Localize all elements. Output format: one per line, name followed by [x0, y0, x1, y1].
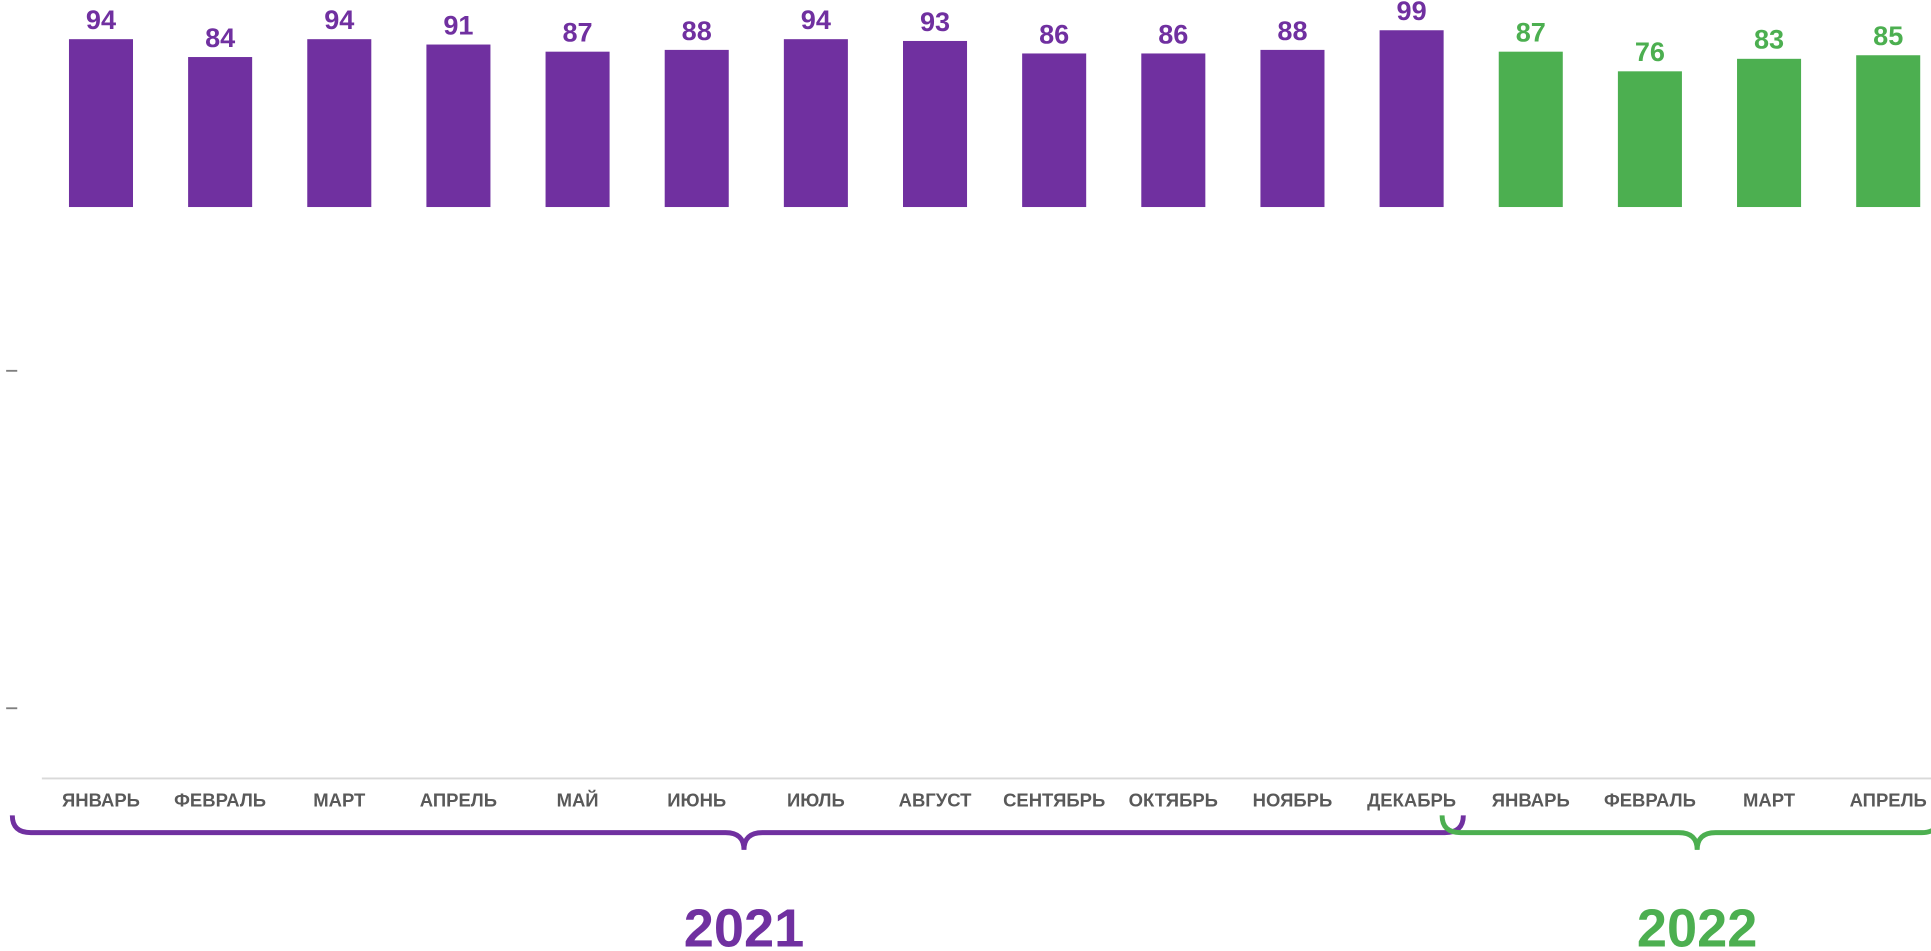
bar	[545, 51, 610, 208]
value-label: 88	[1277, 15, 1307, 46]
value-label: 84	[205, 22, 235, 53]
bar	[1022, 53, 1087, 208]
value-label: 94	[324, 4, 354, 35]
group-label: 2022	[1637, 899, 1758, 951]
value-label: 85	[1873, 20, 1903, 51]
bar	[664, 49, 729, 208]
bar	[1737, 58, 1802, 208]
value-label: 87	[563, 17, 593, 48]
bar	[783, 39, 848, 208]
value-label: 76	[1635, 36, 1665, 67]
bar	[1141, 53, 1206, 208]
x-tick-label: СЕНТЯБРЬ	[1003, 790, 1105, 811]
bar	[307, 39, 372, 208]
x-tick-label: ДЕКАБРЬ	[1367, 790, 1456, 811]
value-label: 94	[86, 4, 116, 35]
value-label: 93	[920, 6, 950, 37]
value-label: 91	[443, 9, 473, 40]
x-tick-label: МАЙ	[557, 790, 599, 811]
x-tick-label: ИЮНЬ	[667, 790, 726, 811]
bar	[1260, 49, 1325, 208]
x-tick-label: АПРЕЛЬ	[1850, 790, 1927, 811]
x-tick-label: ОКТЯБРЬ	[1129, 790, 1218, 811]
x-tick-label: ЯНВАРЬ	[1492, 790, 1570, 811]
bar	[68, 39, 134, 208]
x-tick-label: АВГУСТ	[899, 790, 973, 811]
value-label: 88	[682, 15, 712, 46]
bar	[1498, 51, 1563, 208]
value-label: 86	[1158, 18, 1188, 49]
value-label: 99	[1397, 0, 1427, 26]
x-tick-label: МАРТ	[1743, 790, 1796, 811]
x-tick-label: АПРЕЛЬ	[420, 790, 497, 811]
group-brace	[9, 815, 1466, 851]
bar	[903, 40, 968, 208]
x-tick-label: МАРТ	[313, 790, 366, 811]
x-tick-label: ЯНВАРЬ	[62, 790, 140, 811]
value-label: 86	[1039, 18, 1069, 49]
x-tick-label: НОЯБРЬ	[1253, 790, 1333, 811]
value-label: 83	[1754, 24, 1784, 55]
x-tick-label: ИЮЛЬ	[787, 790, 845, 811]
group-label: 2021	[684, 899, 805, 951]
bar	[1856, 55, 1921, 208]
x-tick-label: ФЕВРАЛЬ	[174, 790, 266, 811]
bar	[1617, 71, 1682, 208]
bar	[426, 44, 491, 208]
value-label: 87	[1516, 17, 1546, 48]
value-label: 94	[801, 4, 831, 35]
bar	[1379, 30, 1444, 208]
group-brace	[1439, 815, 1931, 851]
x-tick-label: ФЕВРАЛЬ	[1604, 790, 1696, 811]
bar	[188, 57, 253, 208]
